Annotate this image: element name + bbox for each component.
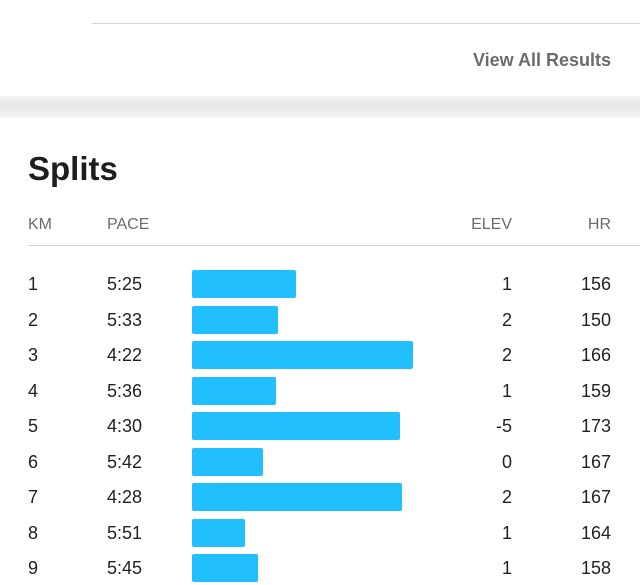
split-km: 8 bbox=[28, 522, 39, 543]
split-pace: 5:42 bbox=[107, 451, 143, 472]
split-elev: 2 bbox=[501, 487, 512, 507]
split-km: 7 bbox=[28, 487, 39, 507]
split-hr: 164 bbox=[580, 522, 611, 543]
split-hr: 150 bbox=[580, 309, 611, 330]
split-pace: 5:25 bbox=[107, 274, 143, 294]
split-row: 7 4:28 2 167 bbox=[0, 480, 640, 514]
split-km: 5 bbox=[28, 416, 39, 436]
split-hr: 167 bbox=[580, 487, 611, 507]
header-divider bbox=[28, 245, 640, 246]
split-km: 6 bbox=[28, 451, 39, 472]
split-hr: 173 bbox=[580, 416, 611, 436]
split-pace: 4:30 bbox=[107, 416, 143, 436]
view-all-results-link[interactable]: View All Results bbox=[472, 50, 611, 70]
split-row: 9 5:45 1 158 bbox=[0, 551, 640, 585]
split-pace: 5:33 bbox=[107, 309, 143, 330]
split-elev: 2 bbox=[501, 345, 512, 365]
pace-bar bbox=[192, 376, 276, 405]
pace-bar bbox=[192, 412, 400, 440]
split-row: 5 4:30 -5 173 bbox=[0, 409, 640, 443]
pace-bar bbox=[192, 270, 296, 298]
split-hr: 167 bbox=[580, 451, 611, 472]
split-row: 4 5:36 1 159 bbox=[0, 374, 640, 408]
split-row: 8 5:51 1 164 bbox=[0, 516, 640, 550]
split-row: 2 5:33 2 150 bbox=[0, 303, 640, 337]
split-pace: 4:28 bbox=[107, 487, 143, 507]
header-pace: PACE bbox=[107, 216, 150, 233]
split-elev: -5 bbox=[495, 416, 512, 436]
pace-bar bbox=[192, 341, 413, 369]
split-km: 1 bbox=[28, 274, 39, 294]
split-pace: 4:22 bbox=[107, 345, 143, 365]
split-km: 9 bbox=[28, 558, 39, 578]
pace-bar bbox=[192, 305, 279, 334]
split-km: 2 bbox=[28, 309, 39, 330]
split-hr: 158 bbox=[580, 558, 611, 578]
header-elev: ELEV bbox=[471, 216, 512, 233]
split-row: 3 4:22 2 166 bbox=[0, 338, 640, 372]
split-hr: 159 bbox=[580, 380, 611, 401]
split-row: 1 5:25 1 156 bbox=[0, 267, 640, 301]
header-hr: HR bbox=[587, 216, 611, 233]
divider bbox=[92, 23, 640, 24]
pace-bar bbox=[192, 483, 402, 511]
split-elev: 1 bbox=[501, 274, 512, 294]
split-hr: 166 bbox=[580, 345, 611, 365]
split-elev: 1 bbox=[501, 522, 512, 543]
split-km: 3 bbox=[28, 345, 39, 365]
pace-bar bbox=[192, 447, 263, 476]
section-separator bbox=[0, 96, 640, 118]
split-pace: 5:36 bbox=[107, 380, 143, 401]
split-hr: 156 bbox=[580, 274, 611, 294]
split-pace: 5:45 bbox=[107, 558, 143, 578]
split-elev: 1 bbox=[501, 380, 512, 401]
split-elev: 2 bbox=[501, 309, 512, 330]
header-km: KM bbox=[28, 216, 52, 233]
pace-bar bbox=[192, 554, 259, 582]
splits-title: Splits bbox=[28, 150, 118, 187]
split-elev: 1 bbox=[501, 558, 512, 578]
split-pace: 5:51 bbox=[107, 522, 143, 543]
split-row: 6 5:42 0 167 bbox=[0, 445, 640, 479]
split-elev: 0 bbox=[501, 451, 512, 472]
pace-bar bbox=[192, 518, 246, 547]
split-km: 4 bbox=[28, 380, 39, 401]
